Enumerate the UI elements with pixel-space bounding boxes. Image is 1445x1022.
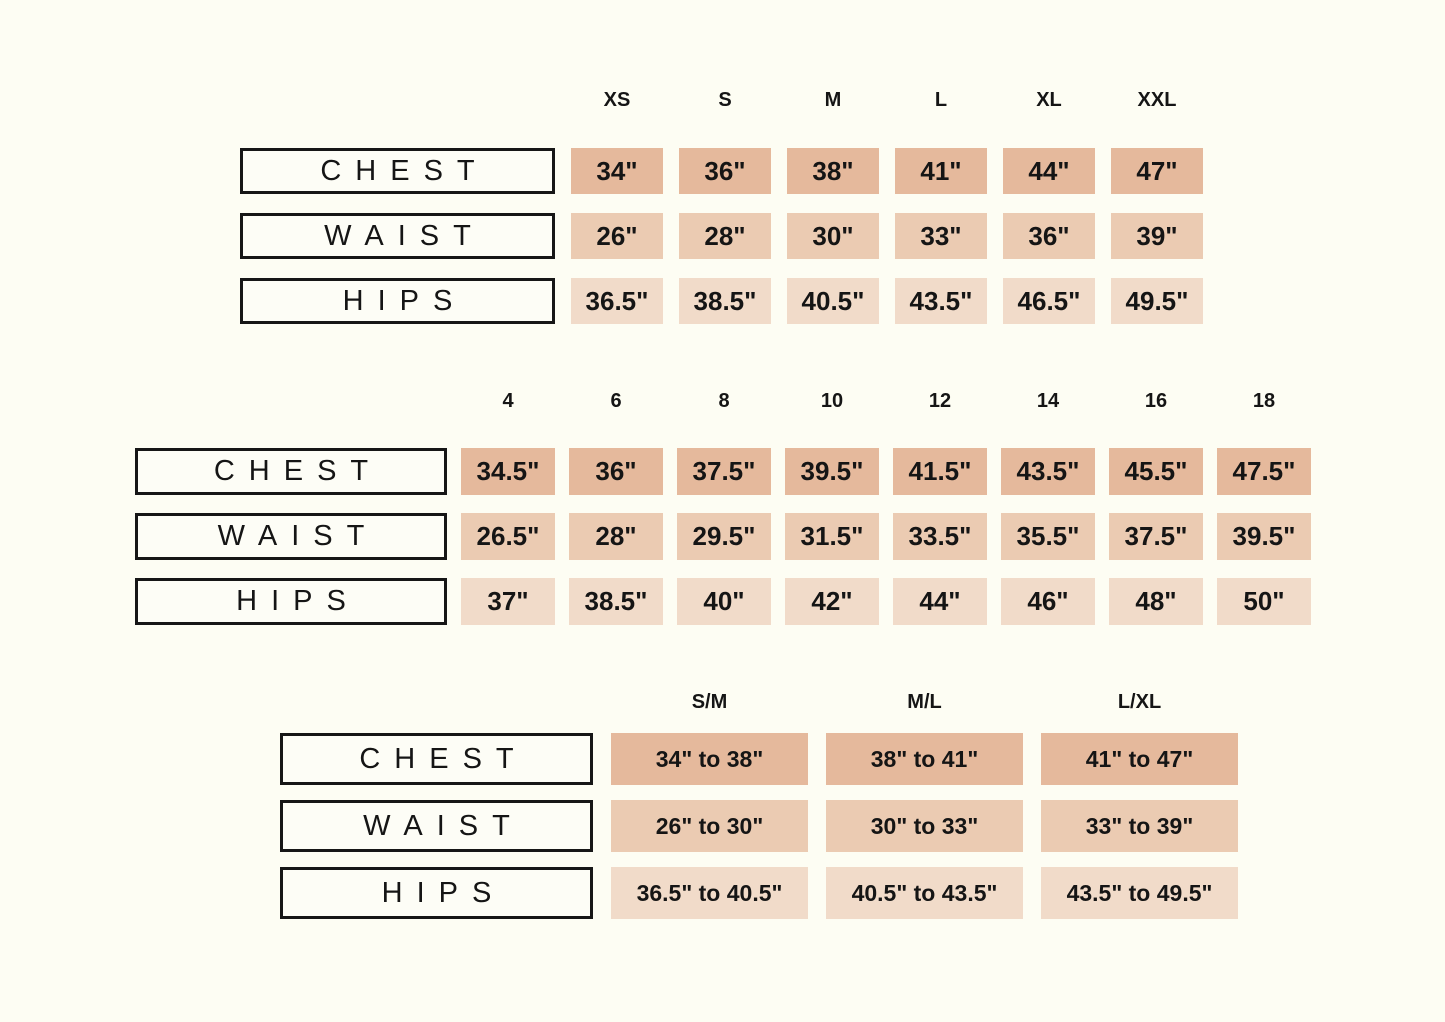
measurement-cell: 40.5" to 43.5" bbox=[826, 867, 1023, 919]
measurement-cell: 47.5" bbox=[1217, 448, 1311, 495]
measurement-cell: 46.5" bbox=[1003, 278, 1095, 324]
column-header-16: 16 bbox=[1144, 390, 1168, 412]
measurement-cell: 38.5" bbox=[569, 578, 663, 625]
measurement-cell: 42" bbox=[785, 578, 879, 625]
column-header-14: 14 bbox=[1036, 390, 1060, 412]
measurement-cell: 40.5" bbox=[787, 278, 879, 324]
measurement-cell: 49.5" bbox=[1111, 278, 1203, 324]
column-header-lxl: L/XL bbox=[1117, 691, 1162, 713]
measurement-cell: 43.5" to 49.5" bbox=[1041, 867, 1238, 919]
table-row-chest: CHEST 34.5" 36" 37.5" 39.5" 41.5" 43.5" … bbox=[135, 448, 1311, 495]
measurement-cell: 36.5" bbox=[571, 278, 663, 324]
measurement-cell: 44" bbox=[893, 578, 987, 625]
row-label-waist: WAIST bbox=[240, 213, 555, 259]
column-header-m: M bbox=[824, 89, 842, 111]
measurement-cell: 29.5" bbox=[677, 513, 771, 560]
size-table-letter-sizes: XS S M L XL XXL CHEST 34" 36" 38" 41" 44… bbox=[240, 88, 1203, 343]
measurement-cell: 36" bbox=[679, 148, 771, 194]
measurement-cell: 37" bbox=[461, 578, 555, 625]
table-row-waist: WAIST 26" 28" 30" 33" 36" 39" bbox=[240, 213, 1203, 259]
measurement-cell: 40" bbox=[677, 578, 771, 625]
measurement-cell: 50" bbox=[1217, 578, 1311, 625]
measurement-cell: 38" bbox=[787, 148, 879, 194]
column-header-l: L bbox=[934, 89, 948, 111]
column-header-ml: M/L bbox=[907, 691, 942, 713]
row-label-chest: CHEST bbox=[280, 733, 593, 785]
measurement-cell: 37.5" bbox=[1109, 513, 1203, 560]
column-header-xxl: XXL bbox=[1137, 89, 1177, 111]
measurement-cell: 28" bbox=[679, 213, 771, 259]
table-row-waist: WAIST 26.5" 28" 29.5" 31.5" 33.5" 35.5" … bbox=[135, 513, 1311, 560]
row-label-waist: WAIST bbox=[280, 800, 593, 852]
column-header-s: S bbox=[718, 89, 732, 111]
column-header-8: 8 bbox=[718, 390, 730, 412]
table-row-hips: HIPS 36.5" to 40.5" 40.5" to 43.5" 43.5"… bbox=[280, 867, 1238, 919]
table-row-waist: WAIST 26" to 30" 30" to 33" 33" to 39" bbox=[280, 800, 1238, 852]
measurement-cell: 36" bbox=[1003, 213, 1095, 259]
measurement-cell: 30" bbox=[787, 213, 879, 259]
measurement-cell: 45.5" bbox=[1109, 448, 1203, 495]
measurement-cell: 43.5" bbox=[895, 278, 987, 324]
column-header-18: 18 bbox=[1252, 390, 1276, 412]
measurement-cell: 38.5" bbox=[679, 278, 771, 324]
measurement-cell: 34" to 38" bbox=[611, 733, 808, 785]
measurement-cell: 38" to 41" bbox=[826, 733, 1023, 785]
measurement-cell: 39.5" bbox=[785, 448, 879, 495]
measurement-cell: 34" bbox=[571, 148, 663, 194]
measurement-cell: 26.5" bbox=[461, 513, 555, 560]
size-table-numeric-sizes: 4 6 8 10 12 14 16 18 CHEST 34.5" 36" 37.… bbox=[135, 389, 1311, 643]
measurement-cell: 41.5" bbox=[893, 448, 987, 495]
combo-sizes-header-row: S/M M/L L/XL bbox=[611, 690, 1238, 714]
measurement-cell: 33.5" bbox=[893, 513, 987, 560]
measurement-cell: 39.5" bbox=[1217, 513, 1311, 560]
measurement-cell: 33" to 39" bbox=[1041, 800, 1238, 852]
measurement-cell: 35.5" bbox=[1001, 513, 1095, 560]
numeric-sizes-header-row: 4 6 8 10 12 14 16 18 bbox=[461, 389, 1311, 413]
row-label-hips: HIPS bbox=[135, 578, 447, 625]
measurement-cell: 43.5" bbox=[1001, 448, 1095, 495]
column-header-12: 12 bbox=[928, 390, 952, 412]
measurement-cell: 31.5" bbox=[785, 513, 879, 560]
measurement-cell: 44" bbox=[1003, 148, 1095, 194]
measurement-cell: 47" bbox=[1111, 148, 1203, 194]
size-table-combo-sizes: S/M M/L L/XL CHEST 34" to 38" 38" to 41"… bbox=[280, 690, 1238, 934]
measurement-cell: 41" bbox=[895, 148, 987, 194]
column-header-4: 4 bbox=[502, 390, 514, 412]
measurement-cell: 30" to 33" bbox=[826, 800, 1023, 852]
table-row-hips: HIPS 37" 38.5" 40" 42" 44" 46" 48" 50" bbox=[135, 578, 1311, 625]
measurement-cell: 41" to 47" bbox=[1041, 733, 1238, 785]
row-label-hips: HIPS bbox=[280, 867, 593, 919]
letter-sizes-header-row: XS S M L XL XXL bbox=[571, 88, 1203, 112]
measurement-cell: 26" to 30" bbox=[611, 800, 808, 852]
row-label-chest: CHEST bbox=[240, 148, 555, 194]
row-label-waist: WAIST bbox=[135, 513, 447, 560]
column-header-sm: S/M bbox=[691, 691, 728, 713]
column-header-xs: XS bbox=[603, 89, 631, 111]
column-header-xl: XL bbox=[1036, 89, 1062, 111]
table-row-chest: CHEST 34" to 38" 38" to 41" 41" to 47" bbox=[280, 733, 1238, 785]
row-label-hips: HIPS bbox=[240, 278, 555, 324]
column-header-6: 6 bbox=[610, 390, 622, 412]
row-label-chest: CHEST bbox=[135, 448, 447, 495]
measurement-cell: 34.5" bbox=[461, 448, 555, 495]
measurement-cell: 37.5" bbox=[677, 448, 771, 495]
column-header-10: 10 bbox=[820, 390, 844, 412]
measurement-cell: 36.5" to 40.5" bbox=[611, 867, 808, 919]
measurement-cell: 48" bbox=[1109, 578, 1203, 625]
measurement-cell: 33" bbox=[895, 213, 987, 259]
table-row-hips: HIPS 36.5" 38.5" 40.5" 43.5" 46.5" 49.5" bbox=[240, 278, 1203, 324]
measurement-cell: 28" bbox=[569, 513, 663, 560]
measurement-cell: 39" bbox=[1111, 213, 1203, 259]
table-row-chest: CHEST 34" 36" 38" 41" 44" 47" bbox=[240, 148, 1203, 194]
measurement-cell: 46" bbox=[1001, 578, 1095, 625]
measurement-cell: 36" bbox=[569, 448, 663, 495]
measurement-cell: 26" bbox=[571, 213, 663, 259]
